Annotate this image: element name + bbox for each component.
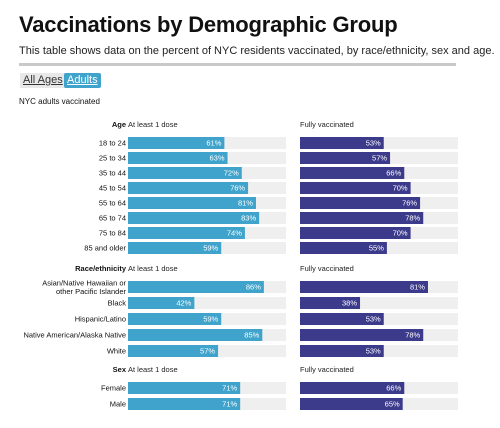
group-header-race-ethnicity: Race/ethnicity	[75, 264, 127, 273]
bar-fully-vaccinated-hispanic-latino	[300, 313, 384, 325]
category-label-75-to-84: 75 to 84	[99, 229, 126, 238]
category-label-55-to-64: 55 to 64	[99, 199, 126, 208]
data-label-fully-vaccinated-55-to-64: 76%	[402, 199, 417, 208]
bar-fully-vaccinated-75-to-84	[300, 227, 411, 239]
bar-fully-vaccinated-65-to-74	[300, 212, 424, 224]
bar-at-least-1-dose-male	[128, 398, 241, 410]
column-header-fully-vaccinated: Fully vaccinated	[300, 365, 354, 374]
data-label-fully-vaccinated-65-to-74: 78%	[405, 214, 420, 223]
column-header-at-least-1-dose: At least 1 dose	[128, 365, 178, 374]
data-label-at-least-1-dose-65-to-74: 83%	[241, 214, 256, 223]
data-label-at-least-1-dose-35-to-44: 72%	[224, 169, 239, 178]
bar-fully-vaccinated-male	[300, 398, 403, 410]
bar-at-least-1-dose-85-and-older	[128, 242, 222, 254]
category-label-85-and-older: 85 and older	[84, 244, 126, 253]
bar-at-least-1-dose-asian-native-hawaiian-or-other-pacific-islander	[128, 281, 264, 293]
bar-at-least-1-dose-native-american-alaska-native	[128, 329, 263, 341]
page-subtitle: This table shows data on the percent of …	[19, 45, 495, 57]
data-label-fully-vaccinated-25-to-34: 57%	[372, 154, 387, 163]
data-label-at-least-1-dose-native-american-alaska-native: 85%	[244, 331, 259, 340]
data-label-at-least-1-dose-asian-native-hawaiian-or-other-pacific-islander: 86%	[246, 283, 261, 292]
category-label-black: Black	[108, 299, 127, 308]
column-header-at-least-1-dose: At least 1 dose	[128, 264, 178, 273]
data-label-fully-vaccinated-white: 53%	[366, 347, 381, 356]
bar-fully-vaccinated-white	[300, 345, 384, 357]
category-label-hispanic-latino: Hispanic/Latino	[75, 315, 126, 324]
bar-at-least-1-dose-18-to-24	[128, 137, 225, 149]
category-label-male: Male	[110, 400, 126, 409]
data-label-at-least-1-dose-male: 71%	[222, 400, 237, 409]
bar-at-least-1-dose-55-to-64	[128, 197, 256, 209]
bar-at-least-1-dose-75-to-84	[128, 227, 245, 239]
bar-at-least-1-dose-35-to-44	[128, 167, 242, 179]
column-header-fully-vaccinated: Fully vaccinated	[300, 264, 354, 273]
bar-at-least-1-dose-black	[128, 297, 195, 309]
bar-fully-vaccinated-18-to-24	[300, 137, 384, 149]
tab-all-ages[interactable]: All Ages	[20, 73, 66, 88]
data-label-fully-vaccinated-asian-native-hawaiian-or-other-pacific-islander: 81%	[410, 283, 425, 292]
data-label-at-least-1-dose-black: 42%	[176, 299, 191, 308]
data-label-fully-vaccinated-native-american-alaska-native: 78%	[405, 331, 420, 340]
data-label-at-least-1-dose-55-to-64: 81%	[238, 199, 253, 208]
group-header-sex: Sex	[113, 365, 127, 374]
data-label-fully-vaccinated-45-to-54: 70%	[393, 184, 408, 193]
category-label-25-to-34: 25 to 34	[99, 154, 126, 163]
bar-at-least-1-dose-25-to-34	[128, 152, 228, 164]
column-header-at-least-1-dose: At least 1 dose	[128, 120, 178, 129]
bar-fully-vaccinated-85-and-older	[300, 242, 387, 254]
page-title: Vaccinations by Demographic Group	[19, 12, 398, 37]
bar-fully-vaccinated-55-to-64	[300, 197, 421, 209]
data-label-at-least-1-dose-18-to-24: 61%	[206, 139, 221, 148]
bar-at-least-1-dose-female	[128, 382, 241, 394]
data-label-fully-vaccinated-18-to-24: 53%	[366, 139, 381, 148]
bar-fully-vaccinated-35-to-44	[300, 167, 405, 179]
data-label-fully-vaccinated-female: 66%	[386, 384, 401, 393]
data-label-at-least-1-dose-85-and-older: 59%	[203, 244, 218, 253]
scope-label: NYC adults vaccinated	[19, 97, 100, 106]
data-label-at-least-1-dose-45-to-54: 76%	[230, 184, 245, 193]
tab-adults[interactable]: Adults	[64, 73, 101, 88]
data-label-at-least-1-dose-25-to-34: 63%	[210, 154, 225, 163]
bar-at-least-1-dose-65-to-74	[128, 212, 260, 224]
column-header-fully-vaccinated: Fully vaccinated	[300, 120, 354, 129]
bar-fully-vaccinated-female	[300, 382, 405, 394]
data-label-fully-vaccinated-black: 38%	[342, 299, 357, 308]
bar-at-least-1-dose-45-to-54	[128, 182, 249, 194]
bar-fully-vaccinated-45-to-54	[300, 182, 411, 194]
bar-at-least-1-dose-white	[128, 345, 219, 357]
category-label-white: White	[107, 347, 126, 356]
data-label-fully-vaccinated-35-to-44: 66%	[386, 169, 401, 178]
bar-fully-vaccinated-asian-native-hawaiian-or-other-pacific-islander	[300, 281, 428, 293]
category-label-18-to-24: 18 to 24	[99, 139, 126, 148]
category-label-45-to-54: 45 to 54	[99, 184, 126, 193]
data-label-fully-vaccinated-85-and-older: 55%	[369, 244, 384, 253]
data-label-at-least-1-dose-hispanic-latino: 59%	[203, 315, 218, 324]
bar-fully-vaccinated-25-to-34	[300, 152, 391, 164]
group-header-age: Age	[112, 120, 126, 129]
data-label-at-least-1-dose-75-to-84: 74%	[227, 229, 242, 238]
category-label-asian-native-hawaiian-or-other-pacific-islander: Asian/Native Hawaiian or other Pacific Is…	[42, 278, 126, 296]
data-label-fully-vaccinated-75-to-84: 70%	[393, 229, 408, 238]
data-label-fully-vaccinated-hispanic-latino: 53%	[366, 315, 381, 324]
category-label-native-american-alaska-native: Native American/Alaska Native	[23, 331, 126, 340]
bar-at-least-1-dose-hispanic-latino	[128, 313, 222, 325]
data-label-at-least-1-dose-white: 57%	[200, 347, 215, 356]
data-label-at-least-1-dose-female: 71%	[222, 384, 237, 393]
data-label-fully-vaccinated-male: 65%	[385, 400, 400, 409]
bar-fully-vaccinated-black	[300, 297, 361, 309]
category-label-35-to-44: 35 to 44	[99, 169, 126, 178]
bar-fully-vaccinated-native-american-alaska-native	[300, 329, 424, 341]
header-divider	[19, 63, 456, 66]
category-label-65-to-74: 65 to 74	[99, 214, 126, 223]
category-label-female: Female	[101, 384, 126, 393]
